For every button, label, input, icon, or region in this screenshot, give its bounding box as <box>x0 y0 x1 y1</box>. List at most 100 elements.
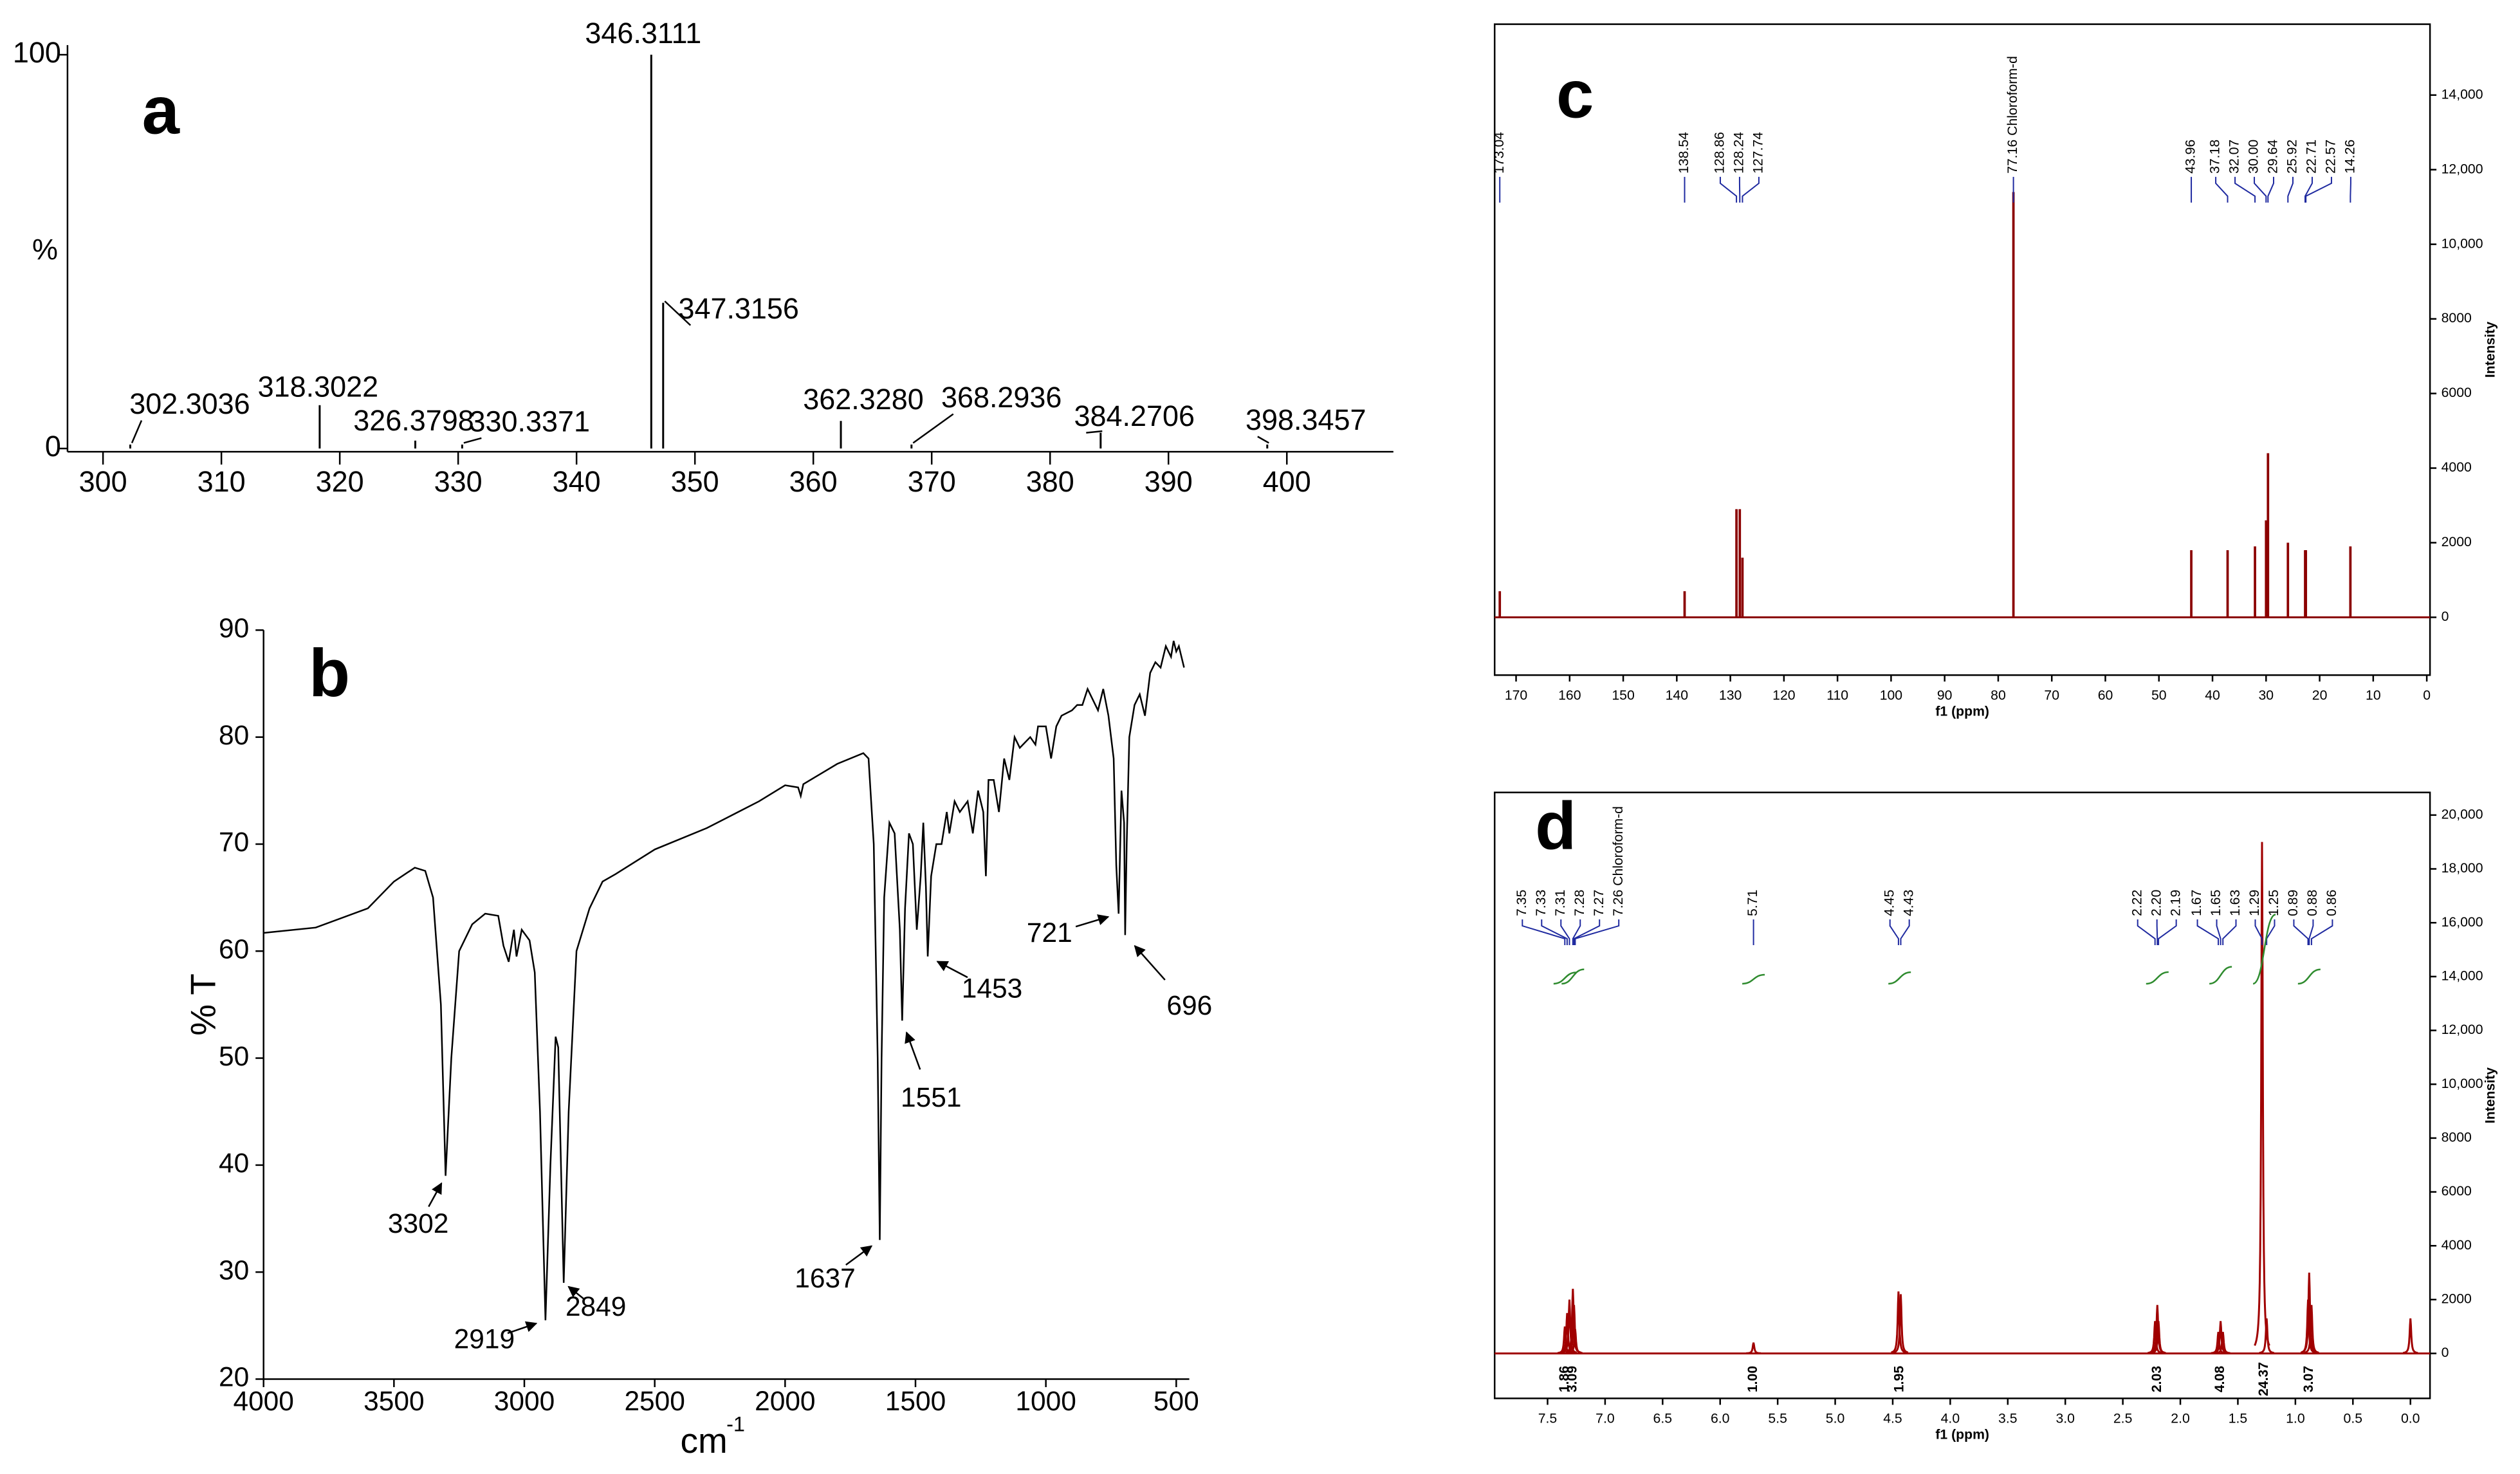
annotation-arrow <box>1075 914 1110 928</box>
x-tick-label: 330 <box>434 465 483 498</box>
annotation-arrow <box>936 961 968 979</box>
x-tick-label: 4.0 <box>1941 1412 1960 1426</box>
x-axis-label-sup: -1 <box>726 1413 745 1436</box>
x-tick-label: 130 <box>1719 688 1742 703</box>
peak-label: 0.86 <box>2324 890 2339 916</box>
x-tick-label: 390 <box>1145 465 1193 498</box>
panel-letter: b <box>309 636 350 711</box>
peak-label-leader <box>1560 919 1570 946</box>
annotation-arrow <box>428 1182 443 1208</box>
peak-label: 330.3371 <box>470 405 591 438</box>
y-tick-label: 8000 <box>2442 311 2472 326</box>
x-tick-label: 150 <box>1612 688 1634 703</box>
peak-label-leader <box>1572 919 1581 946</box>
peak-label: 43.96 <box>2184 140 2198 174</box>
peak-label-leader <box>2305 176 2332 203</box>
y-tick-label: 12,000 <box>2442 161 2483 176</box>
integral-curve <box>1742 973 1765 985</box>
y-tick-label: 50 <box>219 1041 249 1071</box>
peak-label-leader <box>2234 176 2256 203</box>
x-tick-label: 500 <box>1154 1386 1199 1416</box>
y-tick-label: 10,000 <box>2442 1076 2483 1091</box>
peak-label: 4.45 <box>1882 890 1897 916</box>
peak <box>2403 1318 2418 1354</box>
y-tick-label: 14,000 <box>2442 968 2483 983</box>
peak-label-leader <box>1574 919 1620 946</box>
peak-label: 7.28 <box>1572 890 1587 916</box>
peak-label: 1.29 <box>2247 890 2262 916</box>
annotation-arrow <box>567 1285 584 1300</box>
peak-label-leader <box>664 300 692 326</box>
peak-annotation: 1551 <box>901 1082 961 1112</box>
panel-letter: d <box>1535 788 1576 863</box>
integral-label: 4.08 <box>2212 1366 2227 1392</box>
peak <box>1746 1342 1761 1354</box>
integral-curve <box>1561 968 1585 985</box>
peak-label: 138.54 <box>1677 132 1691 174</box>
x-tick-label: 100 <box>1880 688 1902 703</box>
y-tick-label: 20,000 <box>2442 807 2483 822</box>
peak-label: 2.22 <box>2129 890 2144 916</box>
y-tick-label: 0 <box>2442 1345 2449 1360</box>
peak-label: 128.24 <box>1732 132 1747 174</box>
peak-label: 1.63 <box>2228 890 2243 916</box>
peak-label-leader <box>1900 919 1910 946</box>
peak-annotation: 1637 <box>795 1263 855 1293</box>
y-axis-label: % <box>32 233 58 266</box>
peak-label: 32.07 <box>2227 140 2242 174</box>
peak-annotation: 2919 <box>454 1324 515 1354</box>
peak-label-leader <box>1573 919 1601 946</box>
peak-label-leader <box>1522 919 1566 946</box>
peak-label: 0.89 <box>2286 890 2301 916</box>
x-tick-label: 320 <box>316 465 364 498</box>
x-tick-label: 4000 <box>233 1386 293 1416</box>
x-tick-label: 1000 <box>1015 1386 1076 1416</box>
peak-label: 30.00 <box>2247 140 2261 174</box>
peak <box>1561 1299 1577 1354</box>
peak-label: 1.25 <box>2267 890 2281 916</box>
peak-label: 2.19 <box>2168 890 2183 916</box>
integral-curve <box>2209 966 2232 985</box>
y-axis-label: Intensity <box>2483 322 2498 378</box>
integral-label: 2.03 <box>2149 1366 2164 1392</box>
peak-annotation: 696 <box>1166 990 1212 1020</box>
y-tick-label: 16,000 <box>2442 915 2483 930</box>
x-tick-label: 170 <box>1505 688 1527 703</box>
peak-label-leader <box>463 437 482 444</box>
peak-label-leader <box>2137 919 2156 946</box>
peak-label-leader <box>2158 919 2177 946</box>
peak-label: 302.3036 <box>129 387 250 420</box>
peak-label: 362.3280 <box>803 383 924 416</box>
x-tick-label: 380 <box>1026 465 1074 498</box>
annotation-arrow <box>845 1245 873 1266</box>
peak-label: 2.20 <box>2149 890 2164 916</box>
x-axis-label: cm <box>681 1421 728 1460</box>
y-tick-label: 14,000 <box>2442 87 2483 102</box>
peak-label: 128.86 <box>1713 132 1727 174</box>
peak-label: 7.33 <box>1534 890 1549 916</box>
y-tick-label: 90 <box>219 613 249 643</box>
x-tick-label: 120 <box>1772 688 1795 703</box>
peak-label-leader <box>2215 176 2229 203</box>
integral-curve <box>1553 972 1576 985</box>
x-tick-label: 50 <box>2151 688 2167 703</box>
peak-label: 22.71 <box>2304 140 2319 174</box>
y-tick-label: 20 <box>219 1362 249 1392</box>
spectrum-line <box>263 640 1185 1321</box>
panel-letter: c <box>1556 57 1594 133</box>
peak-label: 173.04 <box>1492 132 1507 174</box>
x-tick-label: 10 <box>2366 688 2381 703</box>
annotation-arrow <box>1134 944 1166 981</box>
x-tick-label: 0.5 <box>2344 1412 2363 1426</box>
y-tick-label: 6000 <box>2442 385 2472 400</box>
y-tick-label: 18,000 <box>2442 861 2483 876</box>
x-axis-label: f1 (ppm) <box>1935 1428 1989 1442</box>
x-tick-label: 110 <box>1826 688 1848 703</box>
x-tick-label: 40 <box>2205 688 2220 703</box>
x-tick-label: 160 <box>1558 688 1581 703</box>
peak-label-leader <box>2266 919 2276 946</box>
peak <box>1891 1291 1906 1354</box>
peak-annotation: 1453 <box>962 973 1022 1003</box>
peak-label-leader <box>2156 919 2158 946</box>
peak-annotation: 2849 <box>566 1291 626 1322</box>
